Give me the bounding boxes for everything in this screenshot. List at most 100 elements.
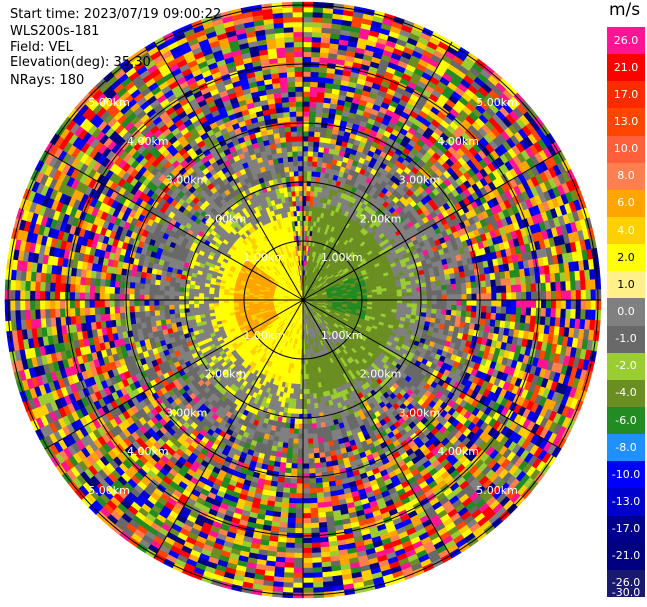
range-gate [312, 11, 324, 18]
range-gate [431, 294, 438, 301]
range-gate [485, 279, 492, 288]
range-gate [441, 289, 448, 296]
range-gate [302, 105, 311, 112]
range-gate [445, 309, 452, 316]
range-gate [481, 299, 488, 307]
range-gate [302, 76, 312, 82]
range-gate [450, 310, 457, 317]
range-gate [501, 299, 507, 308]
range-gate [396, 299, 403, 304]
range-gate [570, 309, 577, 320]
range-gate [302, 96, 311, 102]
range-gate [585, 309, 592, 321]
range-gate [302, 41, 313, 48]
range-gate [436, 285, 443, 291]
range-gate [530, 307, 537, 317]
range-gate [540, 307, 547, 318]
range-gate [315, 116, 323, 123]
range-gate [510, 306, 517, 316]
range-gate [302, 51, 313, 58]
range-gate [540, 282, 547, 293]
range-gate [302, 71, 312, 77]
range-gate [456, 305, 463, 312]
range-gate [486, 293, 493, 301]
range-gate [309, 106, 317, 113]
range-gate [302, 120, 310, 127]
range-gate [510, 314, 517, 323]
range-gate [575, 289, 582, 301]
range-gate [431, 304, 438, 310]
range-gate [302, 155, 309, 162]
range-gate [451, 299, 458, 306]
range-gate [386, 293, 393, 298]
range-gate [307, 150, 314, 157]
range-gate [545, 299, 552, 310]
range-gate [555, 308, 562, 319]
range-gate [490, 279, 497, 288]
range-gate [485, 286, 492, 294]
range-gate [312, 160, 318, 167]
range-gate [436, 289, 443, 296]
range-gate [430, 280, 437, 287]
range-gate [425, 281, 432, 288]
range-gate [302, 115, 310, 122]
range-gate [435, 280, 442, 287]
range-gate [550, 308, 557, 319]
range-gate [451, 304, 458, 312]
range-gate [312, 151, 319, 158]
range-gate [446, 294, 453, 301]
range-gate [485, 306, 492, 314]
range-gate [302, 16, 314, 23]
range-gate [590, 309, 597, 321]
range-gate [465, 311, 472, 319]
range-gate [511, 292, 517, 301]
range-gate [313, 141, 320, 148]
range-gate [426, 290, 433, 297]
range-gate [406, 292, 413, 297]
range-gate [426, 286, 433, 292]
range-gate [560, 299, 567, 310]
range-gate [401, 292, 408, 297]
range-gate [411, 299, 418, 305]
range-gate [440, 309, 448, 316]
range-gate [306, 170, 313, 177]
range-gate [302, 46, 313, 53]
range-gate [431, 308, 438, 315]
range-gate [530, 291, 537, 301]
range-gate [555, 299, 562, 310]
range-gate [580, 299, 587, 311]
range-gate [456, 294, 463, 301]
range-gate [476, 299, 483, 307]
range-gate [545, 290, 552, 301]
range-gate [545, 282, 552, 292]
range-gate [491, 299, 498, 308]
range-gate [314, 131, 322, 138]
range-gate [461, 299, 468, 307]
range-gate [530, 283, 537, 293]
range-gate [317, 86, 326, 93]
range-gate [307, 165, 313, 172]
range-gate [521, 291, 527, 301]
range-gate [310, 56, 321, 63]
range-gate [585, 279, 592, 291]
range-gate [396, 289, 403, 294]
range-gate [311, 31, 323, 38]
range-gate [302, 66, 312, 73]
range-gate [302, 11, 314, 18]
range-gate [505, 277, 512, 287]
range-gate [302, 125, 310, 132]
range-gate [476, 287, 483, 295]
range-gate [590, 299, 597, 311]
range-gate [466, 305, 473, 313]
range-gate [520, 284, 527, 293]
range-gate [431, 290, 438, 296]
range-gate [476, 293, 483, 301]
range-gate [440, 314, 447, 321]
range-gate [505, 285, 512, 294]
range-gate [545, 308, 552, 318]
range-gate [565, 308, 572, 320]
range-gate [570, 280, 577, 291]
range-gate [421, 295, 428, 301]
range-gate [460, 282, 467, 290]
range-gate [590, 279, 597, 291]
